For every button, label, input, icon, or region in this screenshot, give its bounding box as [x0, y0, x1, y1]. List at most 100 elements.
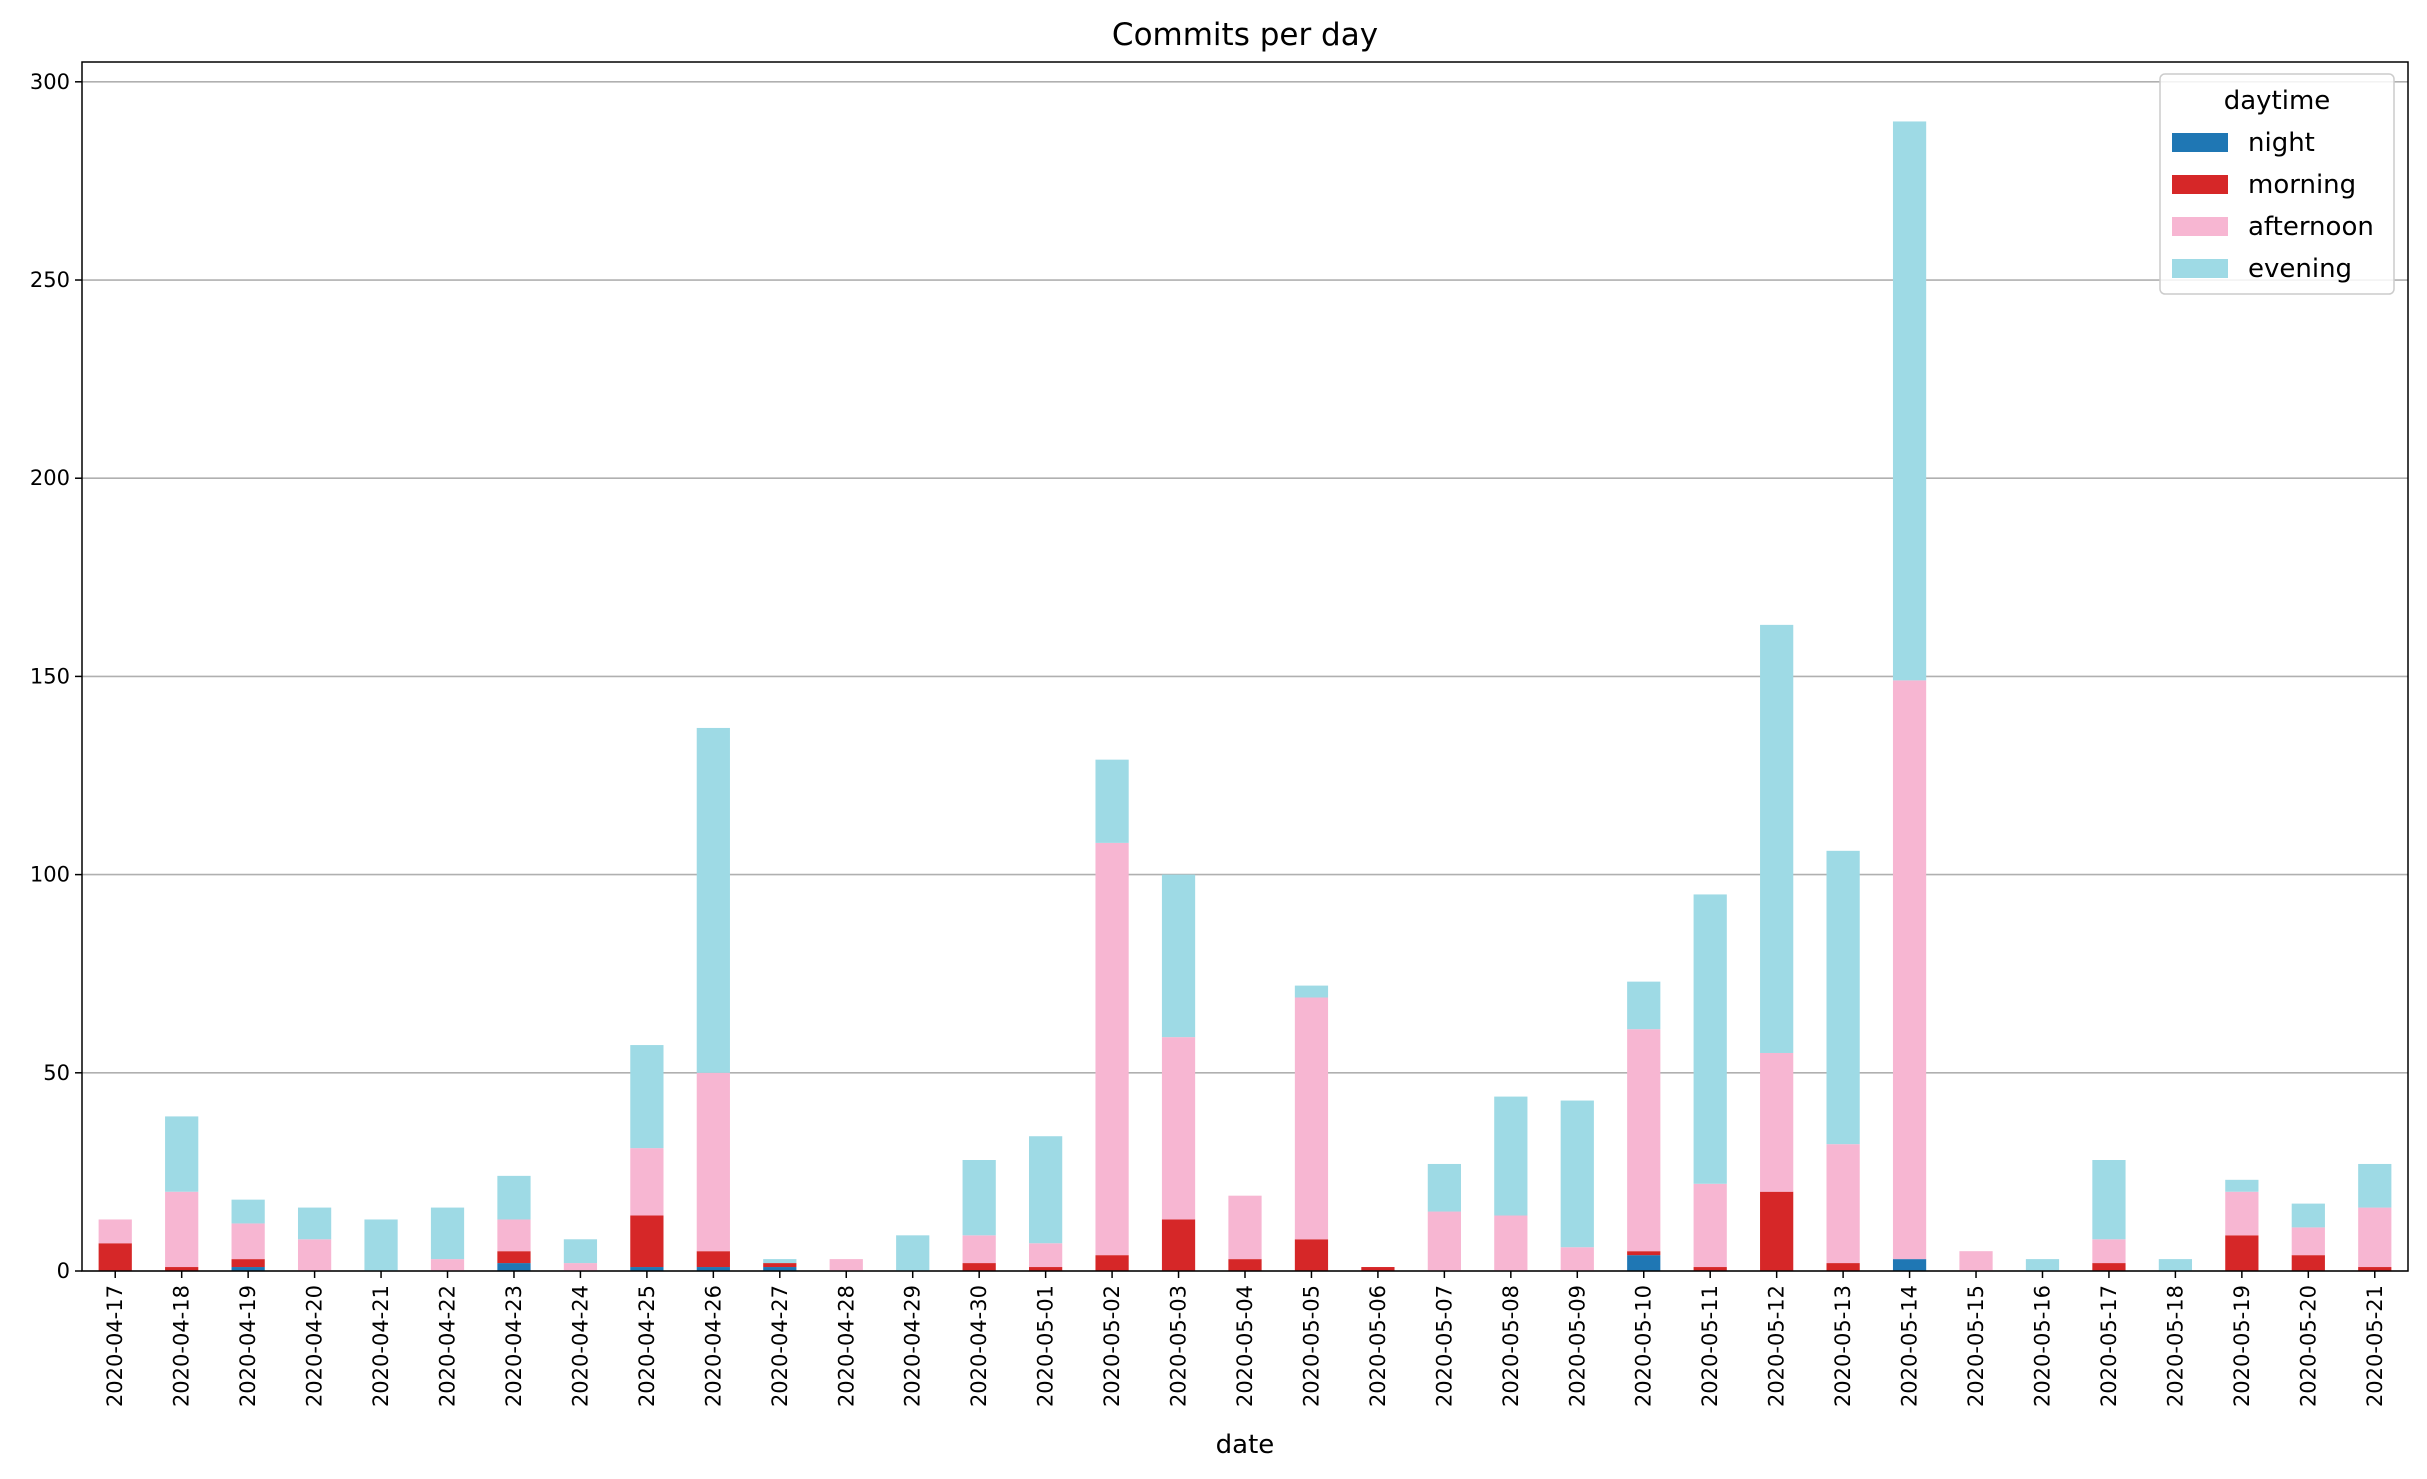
x-tick-label: 2020-04-23: [502, 1285, 526, 1407]
plot-frame: [81, 61, 2409, 1272]
bar-morning: [165, 1267, 199, 1271]
bar-afternoon: [1029, 1243, 1063, 1268]
bar-afternoon: [1161, 1037, 1196, 1220]
x-axis-label: date: [1216, 1430, 1275, 1460]
legend-swatch-night: [2172, 133, 2228, 152]
bar-evening: [1760, 624, 1794, 1053]
bar-afternoon: [1627, 1029, 1661, 1252]
bar-evening: [1427, 1163, 1461, 1212]
bar-night: [1627, 1255, 1661, 1271]
x-tick-label: 2020-05-20: [2296, 1285, 2320, 1407]
x-tick-label: 2020-04-24: [568, 1285, 592, 1407]
x-tick-label: 2020-05-05: [1299, 1285, 1323, 1407]
x-tick-label: 2020-05-11: [1698, 1285, 1722, 1407]
bar-afternoon: [2092, 1239, 2126, 1264]
bar-night: [497, 1263, 531, 1271]
x-tick-label: 2020-05-19: [2230, 1285, 2254, 1407]
x-tick-label: 2020-04-27: [768, 1285, 792, 1407]
legend-label-night: night: [2248, 128, 2315, 158]
bar-afternoon: [829, 1259, 863, 1271]
bar-evening: [896, 1235, 930, 1271]
bar-evening: [297, 1207, 332, 1240]
bar-afternoon: [962, 1235, 996, 1264]
x-tick-label: 2020-05-08: [1499, 1285, 1523, 1407]
x-tick-label: 2020-05-17: [2097, 1285, 2121, 1407]
x-tick-label: 2020-05-13: [1831, 1285, 1855, 1407]
x-tick-label: 2020-05-01: [1034, 1285, 1058, 1407]
bar-afternoon: [1959, 1251, 1993, 1271]
bar-evening: [1161, 874, 1196, 1038]
x-tick-label: 2020-05-09: [1565, 1285, 1589, 1407]
y-tick-label: 300: [30, 70, 70, 94]
x-tick-label: 2020-05-21: [2363, 1285, 2387, 1407]
x-tick-label: 2020-05-04: [1233, 1285, 1257, 1407]
legend: daytime night morning afternoon evening: [2159, 73, 2395, 295]
y-tick-label: 50: [43, 1061, 70, 1085]
x-tick-label: 2020-04-30: [967, 1285, 991, 1407]
bar-morning: [1693, 1267, 1727, 1271]
bar-evening: [1892, 121, 1927, 681]
bar-evening: [364, 1219, 398, 1271]
bar-evening: [563, 1239, 598, 1264]
bar-afternoon: [430, 1259, 465, 1271]
bar-morning: [696, 1251, 730, 1268]
bar-morning: [2092, 1263, 2126, 1271]
bar-morning: [1161, 1219, 1196, 1271]
legend-label-afternoon: afternoon: [2248, 212, 2374, 242]
legend-label-morning: morning: [2248, 170, 2356, 200]
bar-morning: [1826, 1263, 1860, 1271]
bar-evening: [1294, 985, 1329, 998]
bar-morning: [1095, 1255, 1129, 1271]
bar-evening: [1627, 981, 1661, 1030]
bar-afternoon: [696, 1072, 730, 1252]
x-tick-label: 2020-04-22: [436, 1285, 460, 1407]
x-tick-label: 2020-04-21: [369, 1285, 393, 1407]
x-tick-label: 2020-05-02: [1100, 1285, 1124, 1407]
bar-evening: [2291, 1203, 2325, 1228]
bar-evening: [1693, 894, 1727, 1184]
bar-afternoon: [165, 1191, 199, 1268]
bar-morning: [2291, 1255, 2325, 1271]
x-tick-label: 2020-05-15: [1964, 1285, 1988, 1407]
bar-morning: [1627, 1251, 1661, 1256]
bar-evening: [962, 1160, 996, 1236]
bar-afternoon: [231, 1223, 265, 1260]
bar-evening: [2092, 1160, 2126, 1240]
bar-morning: [1228, 1259, 1262, 1271]
x-tick-label: 2020-05-03: [1167, 1285, 1191, 1407]
x-tick-label: 2020-04-17: [103, 1285, 127, 1407]
bar-afternoon: [630, 1148, 664, 1216]
bar-afternoon: [297, 1239, 332, 1271]
legend-box: [2159, 73, 2395, 295]
y-tick-label: 100: [30, 863, 70, 887]
x-tick-label: 2020-05-18: [2163, 1285, 2187, 1407]
x-tick-label: 2020-04-28: [834, 1285, 858, 1407]
bar-morning: [1361, 1267, 1395, 1271]
bar-afternoon: [1427, 1211, 1461, 1271]
bar-afternoon: [563, 1263, 598, 1271]
bar-night: [1892, 1259, 1927, 1271]
bars: [98, 121, 2392, 1271]
bar-morning: [231, 1259, 265, 1268]
bar-afternoon: [98, 1219, 132, 1244]
x-tick-label: 2020-05-12: [1765, 1285, 1789, 1407]
y-tick-label: 250: [30, 268, 70, 292]
bar-evening: [696, 727, 730, 1073]
x-tick-label: 2020-04-29: [901, 1285, 925, 1407]
bar-evening: [497, 1175, 531, 1220]
bar-evening: [231, 1199, 265, 1224]
x-tick-label: 2020-04-18: [170, 1285, 194, 1407]
x-tick-label: 2020-05-16: [2030, 1285, 2054, 1407]
legend-label-evening: evening: [2248, 254, 2352, 284]
bar-evening: [763, 1259, 797, 1264]
x-tick-label: 2020-04-26: [701, 1285, 725, 1407]
bar-morning: [98, 1243, 132, 1271]
bar-morning: [497, 1251, 531, 1264]
bar-night: [696, 1267, 730, 1271]
bar-afternoon: [1826, 1144, 1860, 1264]
bar-evening: [1494, 1096, 1528, 1216]
bar-afternoon: [1693, 1183, 1727, 1268]
x-axis: 2020-04-17 2020-04-18 2020-04-19 2020-04-20…: [103, 1271, 2387, 1407]
